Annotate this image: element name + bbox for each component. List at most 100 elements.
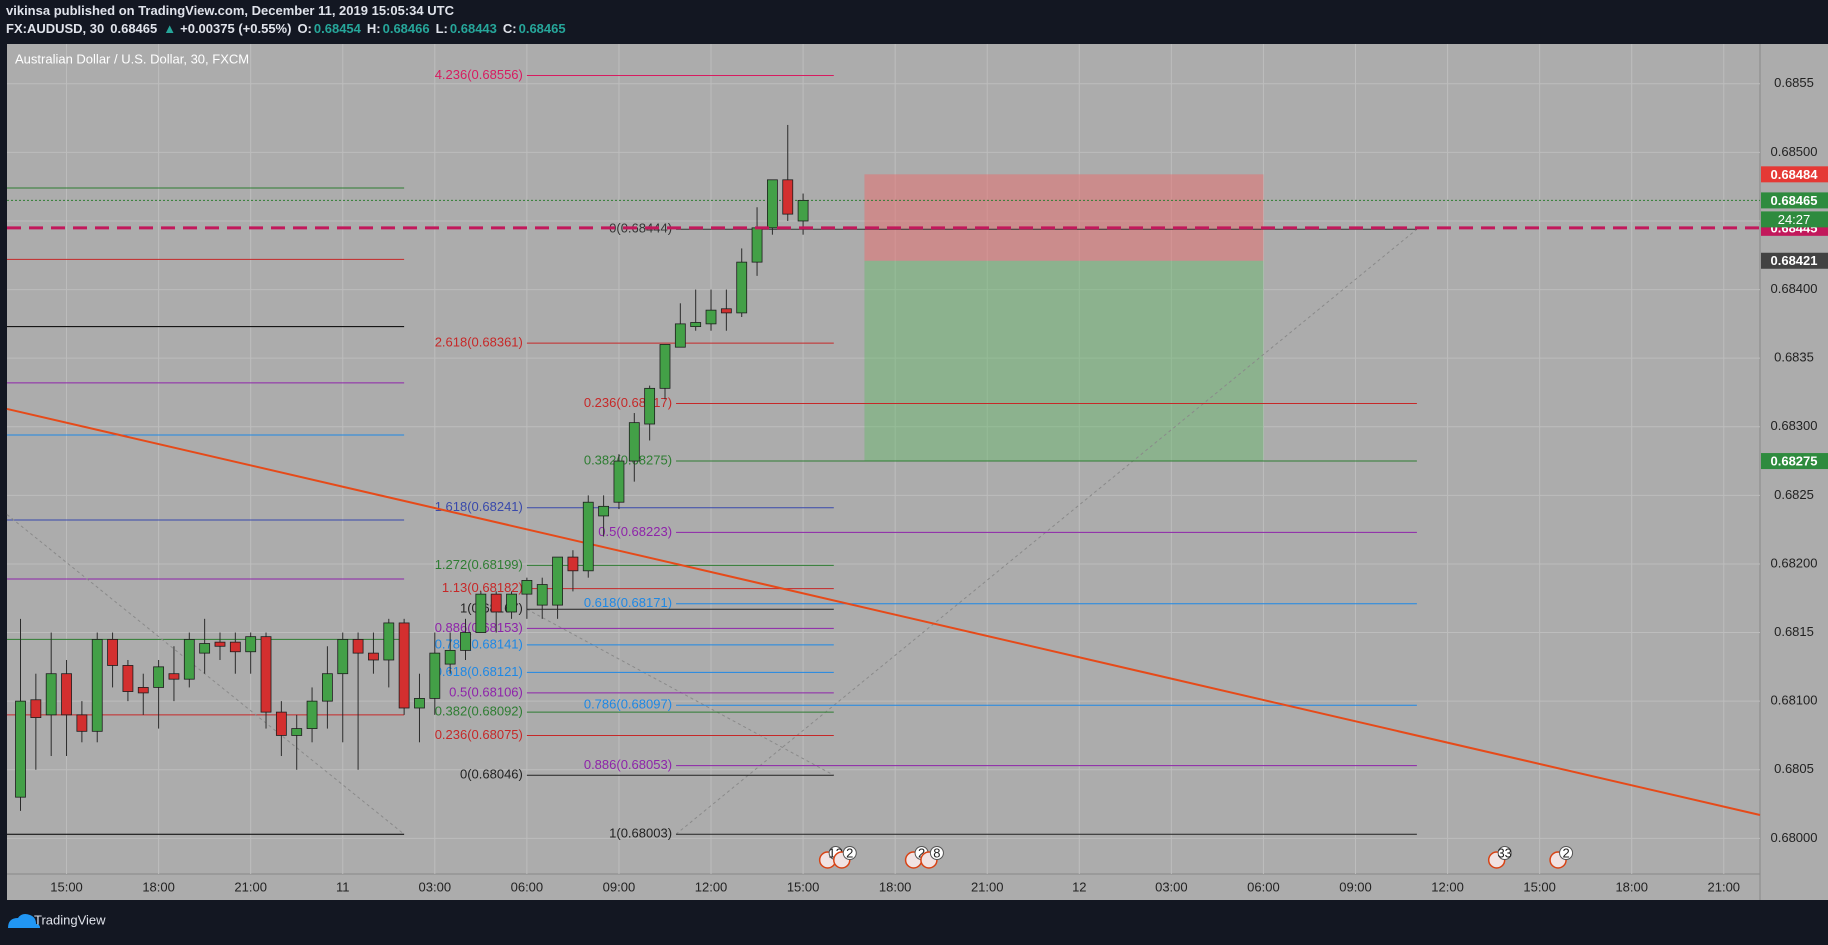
- x-tick-label: 03:00: [419, 879, 452, 894]
- x-tick-label: 12:00: [695, 879, 728, 894]
- fib-trend: [526, 608, 835, 776]
- candle-body: [705, 309, 717, 325]
- candle-body: [797, 199, 809, 222]
- x-tick-label: 15:00: [1523, 879, 1556, 894]
- candle-body: [122, 665, 134, 692]
- candle-body: [107, 639, 118, 666]
- fib-label: 2.618(0.68361): [435, 335, 523, 350]
- price-tag-label: 0.68421: [1771, 253, 1818, 268]
- candle-body: [229, 641, 241, 653]
- y-tick-label: 0.68200: [1771, 555, 1818, 570]
- x-tick-label: 15:00: [50, 879, 83, 894]
- brand: TradingView: [34, 912, 106, 927]
- price-tag: [1761, 166, 1828, 183]
- fib-label: 1.272(0.68199): [435, 557, 523, 572]
- trend-line: [6, 407, 1761, 816]
- candle-body: [767, 179, 778, 229]
- price-tag-label: 0.68275: [1771, 453, 1818, 468]
- x-tick-label: 21:00: [971, 879, 1004, 894]
- price-tag-label: 0.68484: [1771, 167, 1819, 182]
- fib-label: 0.618(0.68121): [435, 664, 523, 679]
- event-count: 33: [1497, 845, 1511, 860]
- candle-body: [91, 639, 103, 732]
- fib-label: 1(0.68003): [609, 826, 672, 841]
- event-badge: [929, 846, 944, 860]
- candle-body: [736, 261, 748, 314]
- change: +0.00375 (+0.55%): [180, 21, 291, 36]
- x-tick-label: 11: [336, 879, 350, 894]
- byline-text: vikinsa published on TradingView.com, De…: [6, 3, 455, 18]
- candle-body: [245, 636, 257, 653]
- y-tick-label: 0.68500: [1771, 144, 1818, 159]
- symbol-line: FX:AUDUSD, 30 0.68465 ▲ +0.00375 (+0.55%) O:…: [6, 21, 566, 36]
- candle-body: [598, 505, 610, 517]
- candle-body: [15, 700, 26, 798]
- countdown: 24:27: [1778, 212, 1811, 227]
- price-tag-label: 0.68465: [1771, 193, 1818, 208]
- fib-label: 0.382(0.68275): [584, 452, 672, 467]
- chart-title: Australian Dollar / U.S. Dollar, 30, FXC…: [15, 51, 249, 66]
- event-badge: [1559, 846, 1574, 860]
- h-label: H:: [367, 21, 381, 36]
- h: 0.68466: [383, 21, 430, 36]
- event-count: 2: [1562, 845, 1569, 860]
- candle-body: [582, 501, 594, 572]
- byline: vikinsa published on TradingView.com, De…: [6, 3, 455, 18]
- y-tick-label: 0.6815: [1774, 624, 1814, 639]
- chart-layer: 15:00 18:00 21:00 11 03:00 06:00 09:00 12:00 15:…: [6, 44, 1828, 894]
- candle-body: [76, 714, 88, 732]
- c: 0.68465: [519, 21, 566, 36]
- y-tick-label: 0.6805: [1774, 761, 1814, 776]
- candle-body: [444, 649, 456, 665]
- x-tick-label: 12: [1072, 879, 1086, 894]
- last: 0.68465: [110, 21, 157, 36]
- candle-body: [45, 673, 57, 716]
- symbol: FX:AUDUSD, 30: [6, 21, 104, 36]
- y-tick-label: 0.6825: [1774, 487, 1814, 502]
- candle-body: [306, 700, 318, 729]
- fib-label: 0.5(0.68106): [449, 684, 523, 699]
- x-tick-label: 18:00: [1615, 879, 1648, 894]
- fib-label: 0.236(0.68317): [584, 395, 672, 410]
- y-tick-label: 0.6835: [1774, 350, 1814, 365]
- candle-body: [168, 673, 180, 680]
- y-tick-label: 0.68000: [1771, 830, 1818, 845]
- target-zone: [864, 260, 1264, 462]
- candle-body: [337, 639, 349, 675]
- candle-body: [659, 344, 671, 389]
- candle-body: [690, 322, 702, 328]
- fib-label: 1.13(0.68182): [442, 580, 523, 595]
- candle-body: [720, 308, 732, 314]
- candle-body: [506, 593, 517, 613]
- x-tick-label: 03:00: [1155, 879, 1188, 894]
- candle-body: [260, 636, 272, 713]
- y-tick-label: 0.6855: [1774, 75, 1814, 90]
- fib-label: 4.236(0.68556): [435, 67, 523, 82]
- event-count: 2: [846, 845, 853, 860]
- fib-label: 0.236(0.68075): [435, 727, 523, 742]
- arrow: ▲: [163, 21, 176, 36]
- price-tag: [1761, 252, 1828, 269]
- candle-body: [61, 673, 72, 716]
- o: 0.68454: [314, 21, 362, 36]
- candle-body: [628, 422, 640, 462]
- logo-icon: [8, 914, 40, 928]
- candle-body: [521, 580, 533, 595]
- candle-body: [567, 556, 579, 572]
- x-tick-label: 06:00: [511, 879, 544, 894]
- fib-trend: [6, 514, 405, 835]
- x-tick-label: 15:00: [787, 879, 820, 894]
- event-count: 8: [933, 845, 940, 860]
- countdown-tag: [1761, 211, 1828, 228]
- candle-body: [368, 652, 379, 661]
- y-tick-label: 0.68300: [1771, 418, 1818, 433]
- candle-body: [552, 556, 563, 606]
- candle-body: [398, 622, 410, 709]
- candle-body: [153, 666, 165, 688]
- c-label: C:: [503, 21, 517, 36]
- price-tag: [1761, 192, 1828, 209]
- candle-body: [490, 593, 502, 613]
- candle-body: [199, 643, 211, 654]
- stop-zone: [864, 174, 1264, 261]
